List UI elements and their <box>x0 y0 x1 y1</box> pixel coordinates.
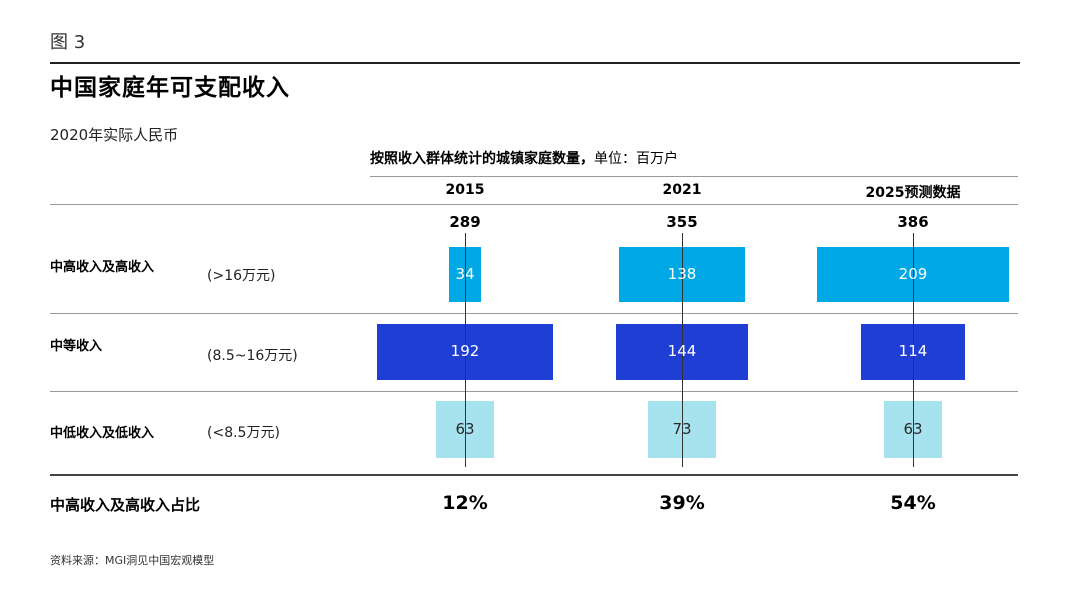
row-label-middle: 中等收入 <box>50 339 103 354</box>
share-2015: 12% <box>442 492 488 514</box>
bar-2015-low <box>436 401 494 458</box>
share-2025: 54% <box>890 492 936 514</box>
chart-title: 中国家庭年可支配收入 <box>50 75 290 101</box>
bar-label-2015-middle: 192 <box>450 342 480 360</box>
header-rule-bottom <box>50 204 1018 205</box>
bar-2015-middle <box>376 324 554 380</box>
top-rule <box>50 62 1020 64</box>
row-divider-1 <box>50 313 1018 314</box>
bar-label-2025-middle: 114 <box>898 342 928 360</box>
total-2025: 386 <box>897 213 929 231</box>
row-label-low: 中低收入及低收入 <box>50 426 155 441</box>
panel-subtitle-bold: 按照收入群体统计的城镇家庭数量， <box>370 151 594 167</box>
bar-2015-high <box>449 247 481 302</box>
center-line-2015 <box>465 233 466 467</box>
center-line-2025 <box>913 233 914 467</box>
bar-label-2021-high: 138 <box>667 264 697 283</box>
bottom-rule <box>50 474 1018 476</box>
header-rule-top <box>370 176 1018 177</box>
row-divider-2 <box>50 391 1018 392</box>
bar-label-2025-high: 209 <box>898 264 928 283</box>
total-2015: 289 <box>449 213 481 231</box>
row-range-low: (<8.5万元) <box>207 425 280 441</box>
bar-label-2015-low: 63 <box>455 419 475 438</box>
bar-2021-middle <box>615 324 749 380</box>
center-line-2021 <box>682 233 683 467</box>
figure-label: 图 3 <box>50 32 86 53</box>
year-header-2015: 2015 <box>445 182 485 198</box>
row-range-high: (>16万元) <box>207 268 276 284</box>
bar-2021-low <box>648 401 716 458</box>
bar-2025-low <box>884 401 942 458</box>
year-header-2021: 2021 <box>662 182 702 198</box>
row-range-middle: (8.5~16万元) <box>207 348 298 364</box>
panel-subtitle-unit: 单位：百万户 <box>594 151 678 167</box>
year-header-2025: 2025预测数据 <box>865 185 961 201</box>
bar-label-2015-high: 34 <box>455 264 475 283</box>
share-2021: 39% <box>659 492 705 514</box>
panel-subtitle: 按照收入群体统计的城镇家庭数量，单位：百万户 <box>370 148 678 168</box>
bar-label-2021-middle: 144 <box>667 342 697 360</box>
total-2021: 355 <box>666 213 698 231</box>
bar-2021-high <box>618 247 746 302</box>
bar-label-2025-low: 63 <box>903 419 923 438</box>
source-note: 资料来源：MGI洞见中国宏观模型 <box>50 554 215 567</box>
share-row-label: 中高收入及高收入占比 <box>50 496 201 514</box>
bar-2025-middle <box>860 324 966 380</box>
unit-note: 2020年实际人民币 <box>50 126 179 144</box>
bar-2025-high <box>816 247 1010 302</box>
bar-label-2021-low: 73 <box>672 419 692 438</box>
row-label-high: 中高收入及高收入 <box>50 260 155 275</box>
